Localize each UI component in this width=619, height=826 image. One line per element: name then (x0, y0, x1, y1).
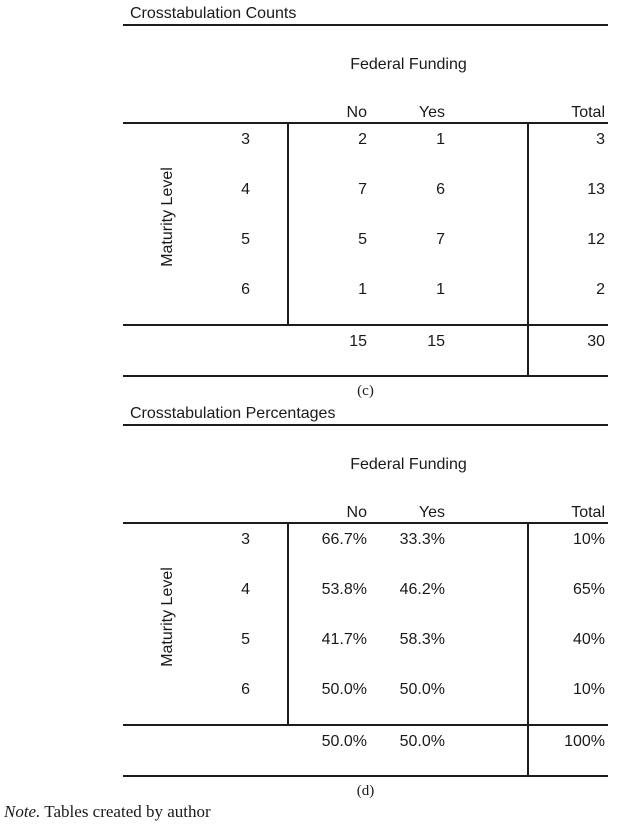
cell-total-yes: 15 (427, 333, 445, 350)
cell-pct-yes: 33.3% (399, 531, 445, 548)
cell-pct-yes: 58.3% (399, 631, 445, 648)
cell-count-no: 7 (358, 181, 367, 198)
col-header-no: No (346, 504, 367, 521)
note-prefix: Note. (4, 802, 41, 821)
crosstab-counts-table: Crosstabulation Counts Federal Funding N… (0, 0, 619, 400)
cell-total-no: 50.0% (321, 733, 367, 750)
col-header-yes: Yes (418, 104, 445, 121)
cell-row-total: 13 (587, 181, 605, 198)
crosstab-percentages-table: Crosstabulation Percentages Federal Fund… (0, 400, 619, 799)
cell-pct-yes: 46.2% (399, 581, 445, 598)
title-underline (123, 24, 608, 26)
cell-count-yes: 1 (436, 131, 445, 148)
cell-level: 3 (241, 531, 250, 548)
totals-separator-rule (123, 324, 608, 326)
cell-row-total: 10% (572, 681, 605, 698)
column-group-header: Federal Funding (350, 456, 467, 473)
cell-grand-total: 30 (587, 333, 605, 350)
row-label-divider-line (287, 522, 289, 724)
cell-count-no: 1 (358, 281, 367, 298)
cell-total-no: 15 (349, 333, 367, 350)
cell-count-no: 2 (358, 131, 367, 148)
cell-pct-no: 41.7% (321, 631, 367, 648)
totals-separator-rule (123, 724, 608, 726)
cell-level: 6 (241, 281, 250, 298)
table-caption: (d) (356, 783, 375, 799)
table-title: Crosstabulation Counts (130, 5, 297, 22)
cell-row-total: 2 (596, 281, 605, 298)
note-text: Tables created by author (40, 802, 211, 821)
cell-pct-no: 50.0% (321, 681, 367, 698)
cell-level: 4 (241, 581, 250, 598)
col-header-yes: Yes (418, 504, 445, 521)
cell-row-total: 12 (587, 231, 605, 248)
title-underline (123, 424, 608, 426)
cell-level: 3 (241, 131, 250, 148)
total-divider-line (527, 522, 529, 777)
table-title: Crosstabulation Percentages (130, 405, 336, 422)
table-bottom-rule (123, 375, 608, 377)
author-note: Note. Tables created by author (4, 801, 211, 823)
row-label-divider-line (287, 122, 289, 324)
table-bottom-rule (123, 775, 608, 777)
cell-row-total: 3 (596, 131, 605, 148)
col-header-no: No (346, 104, 367, 121)
cell-row-total: 65% (572, 581, 605, 598)
cell-level: 6 (241, 681, 250, 698)
cell-row-total: 40% (572, 631, 605, 648)
cell-count-yes: 7 (436, 231, 445, 248)
table-top-rule (123, 122, 608, 124)
cell-total-yes: 50.0% (399, 733, 445, 750)
column-group-header: Federal Funding (350, 56, 467, 73)
cell-count-yes: 1 (436, 281, 445, 298)
col-header-total: Total (571, 104, 605, 121)
cell-grand-total: 100% (564, 733, 605, 750)
cell-pct-no: 53.8% (321, 581, 367, 598)
cell-level: 5 (241, 231, 250, 248)
cell-count-yes: 6 (436, 181, 445, 198)
cell-level: 5 (241, 631, 250, 648)
table-caption: (c) (357, 383, 374, 399)
cell-count-no: 5 (358, 231, 367, 248)
col-header-total: Total (571, 504, 605, 521)
cell-pct-no: 66.7% (321, 531, 367, 548)
cell-row-total: 10% (572, 531, 605, 548)
cell-level: 4 (241, 181, 250, 198)
table-top-rule (123, 522, 608, 524)
total-divider-line (527, 122, 529, 375)
cell-pct-yes: 50.0% (399, 681, 445, 698)
